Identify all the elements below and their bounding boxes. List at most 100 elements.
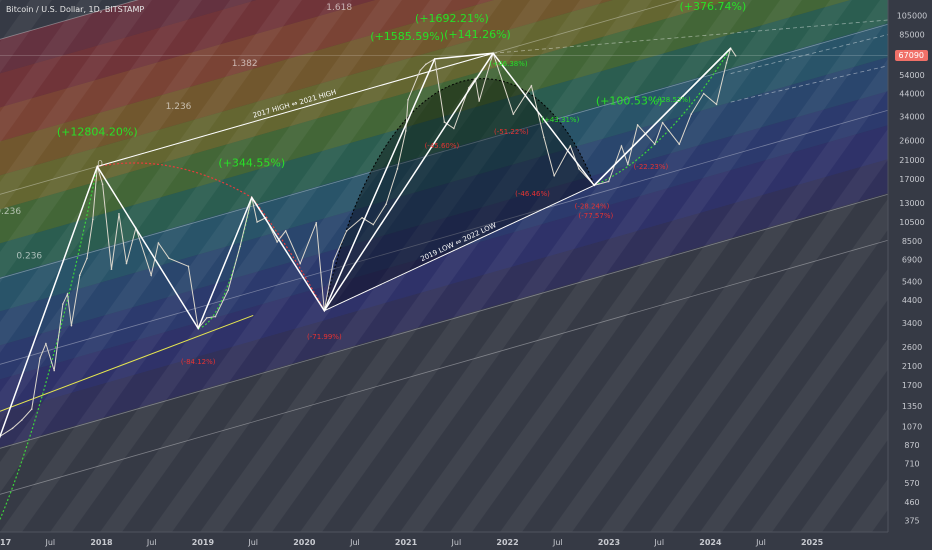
y-tick-label: 1700 [902, 381, 922, 390]
channel-outline [0, 0, 139, 40]
price-point [725, 62, 728, 64]
top-arc [251, 197, 325, 311]
x-tick-label: Jul [349, 538, 360, 547]
x-tick-label: 2017 [0, 538, 11, 547]
price-point [702, 92, 705, 95]
price-point [62, 303, 64, 305]
y-tick-label: 6900 [902, 256, 922, 265]
y-tick-label: 44000 [899, 90, 924, 99]
x-tick-label: 2021 [395, 538, 418, 547]
price-point [478, 100, 480, 102]
price-point [168, 257, 170, 260]
change-annotation: (+28.53%) [653, 96, 691, 104]
diagonal-shade [300, 0, 702, 532]
change-annotation: (-22.23%) [634, 163, 669, 171]
diagonal-shade [800, 408, 888, 532]
change-annotation: (-84.12%) [181, 358, 216, 366]
rainbow-band [0, 23, 888, 312]
fib-level-label: 1.382 [232, 59, 258, 69]
structure-line [323, 52, 494, 312]
change-annotation: (-51.22%) [494, 128, 529, 136]
channel-outline [0, 23, 888, 279]
price-point [530, 84, 533, 87]
bottom-arc [0, 166, 98, 520]
diagonal-shade [850, 478, 888, 532]
channel-line [97, 52, 494, 167]
y-tick-label: 8500 [902, 237, 922, 246]
y-tick-label: 870 [904, 441, 919, 450]
price-point [468, 86, 470, 89]
change-annotation: (-28.24%) [575, 203, 610, 211]
change-annotation: (-77.57%) [579, 212, 614, 220]
rainbow-band [0, 159, 888, 448]
x-tick-label: Jul [451, 538, 462, 547]
y-tick-label: 21000 [899, 156, 924, 165]
price-point [332, 260, 335, 262]
price-point [453, 127, 455, 130]
change-annotation: (+46.38%) [490, 60, 528, 68]
x-tick-label: Jul [44, 538, 55, 547]
price-point [187, 265, 190, 268]
x-tick-label: 2019 [192, 538, 215, 547]
channel-line [324, 184, 595, 312]
diagonal-shade [0, 0, 52, 73]
y-tick-label: 3400 [902, 319, 922, 328]
diagonal-shade [0, 0, 402, 532]
price-point [636, 124, 639, 126]
diagonal-shade [200, 0, 602, 532]
price-point [654, 143, 656, 146]
y-tick-label: 5400 [902, 278, 922, 287]
price-point [578, 168, 580, 170]
price-point [512, 113, 515, 115]
price-point [53, 369, 55, 372]
y-tick-label: 1070 [902, 423, 922, 432]
diagonal-shade [0, 0, 202, 283]
price-point [118, 213, 120, 215]
y-tick-label: 460 [904, 498, 919, 507]
x-tick-label: 2024 [699, 538, 722, 547]
projection-line [730, 34, 888, 74]
price-point [39, 357, 41, 359]
y-tick-label: 2600 [902, 343, 922, 352]
diagonal-shade [0, 0, 352, 493]
x-tick-label: Jul [653, 538, 664, 547]
y-tick-label: 54000 [899, 71, 924, 80]
price-point [101, 183, 104, 186]
y-tick-label: 34000 [899, 113, 924, 122]
yellow-trendline [0, 314, 254, 412]
y-tick-label: 2100 [902, 362, 922, 371]
diagonal-shade [250, 0, 652, 532]
x-tick-label: 2020 [293, 538, 316, 547]
rainbow-band [0, 125, 888, 414]
y-tick-label: 1350 [902, 402, 922, 411]
price-point [214, 315, 217, 318]
x-tick-label: 2018 [90, 538, 113, 547]
price-point [424, 63, 427, 66]
price-point [276, 241, 278, 243]
x-tick-label: 2022 [496, 538, 518, 547]
rainbow-band [0, 91, 888, 380]
price-point [543, 136, 545, 139]
x-tick-label: Jul [247, 538, 258, 547]
top-arc [97, 162, 253, 198]
price-point [396, 168, 399, 170]
price-point [86, 257, 88, 260]
x-tick-label: 2025 [801, 538, 824, 547]
x-tick-label: Jul [552, 538, 563, 547]
change-annotation: (+1692.21%) [415, 12, 489, 25]
price-point [419, 69, 422, 72]
rainbow-band [0, 0, 888, 278]
x-tick-label: Jul [755, 538, 766, 547]
current-price-tag: 67090 [894, 49, 928, 61]
price-point [11, 427, 14, 430]
change-annotation: (+344.55%) [218, 156, 285, 169]
diagonal-shade [350, 0, 752, 532]
change-annotation: (+1585.59%) [370, 30, 444, 43]
price-point [30, 408, 33, 410]
price-point [239, 245, 241, 248]
diagonal-shade [400, 0, 802, 532]
change-annotation: (+100.53%) [596, 94, 663, 107]
price-point [690, 113, 693, 115]
